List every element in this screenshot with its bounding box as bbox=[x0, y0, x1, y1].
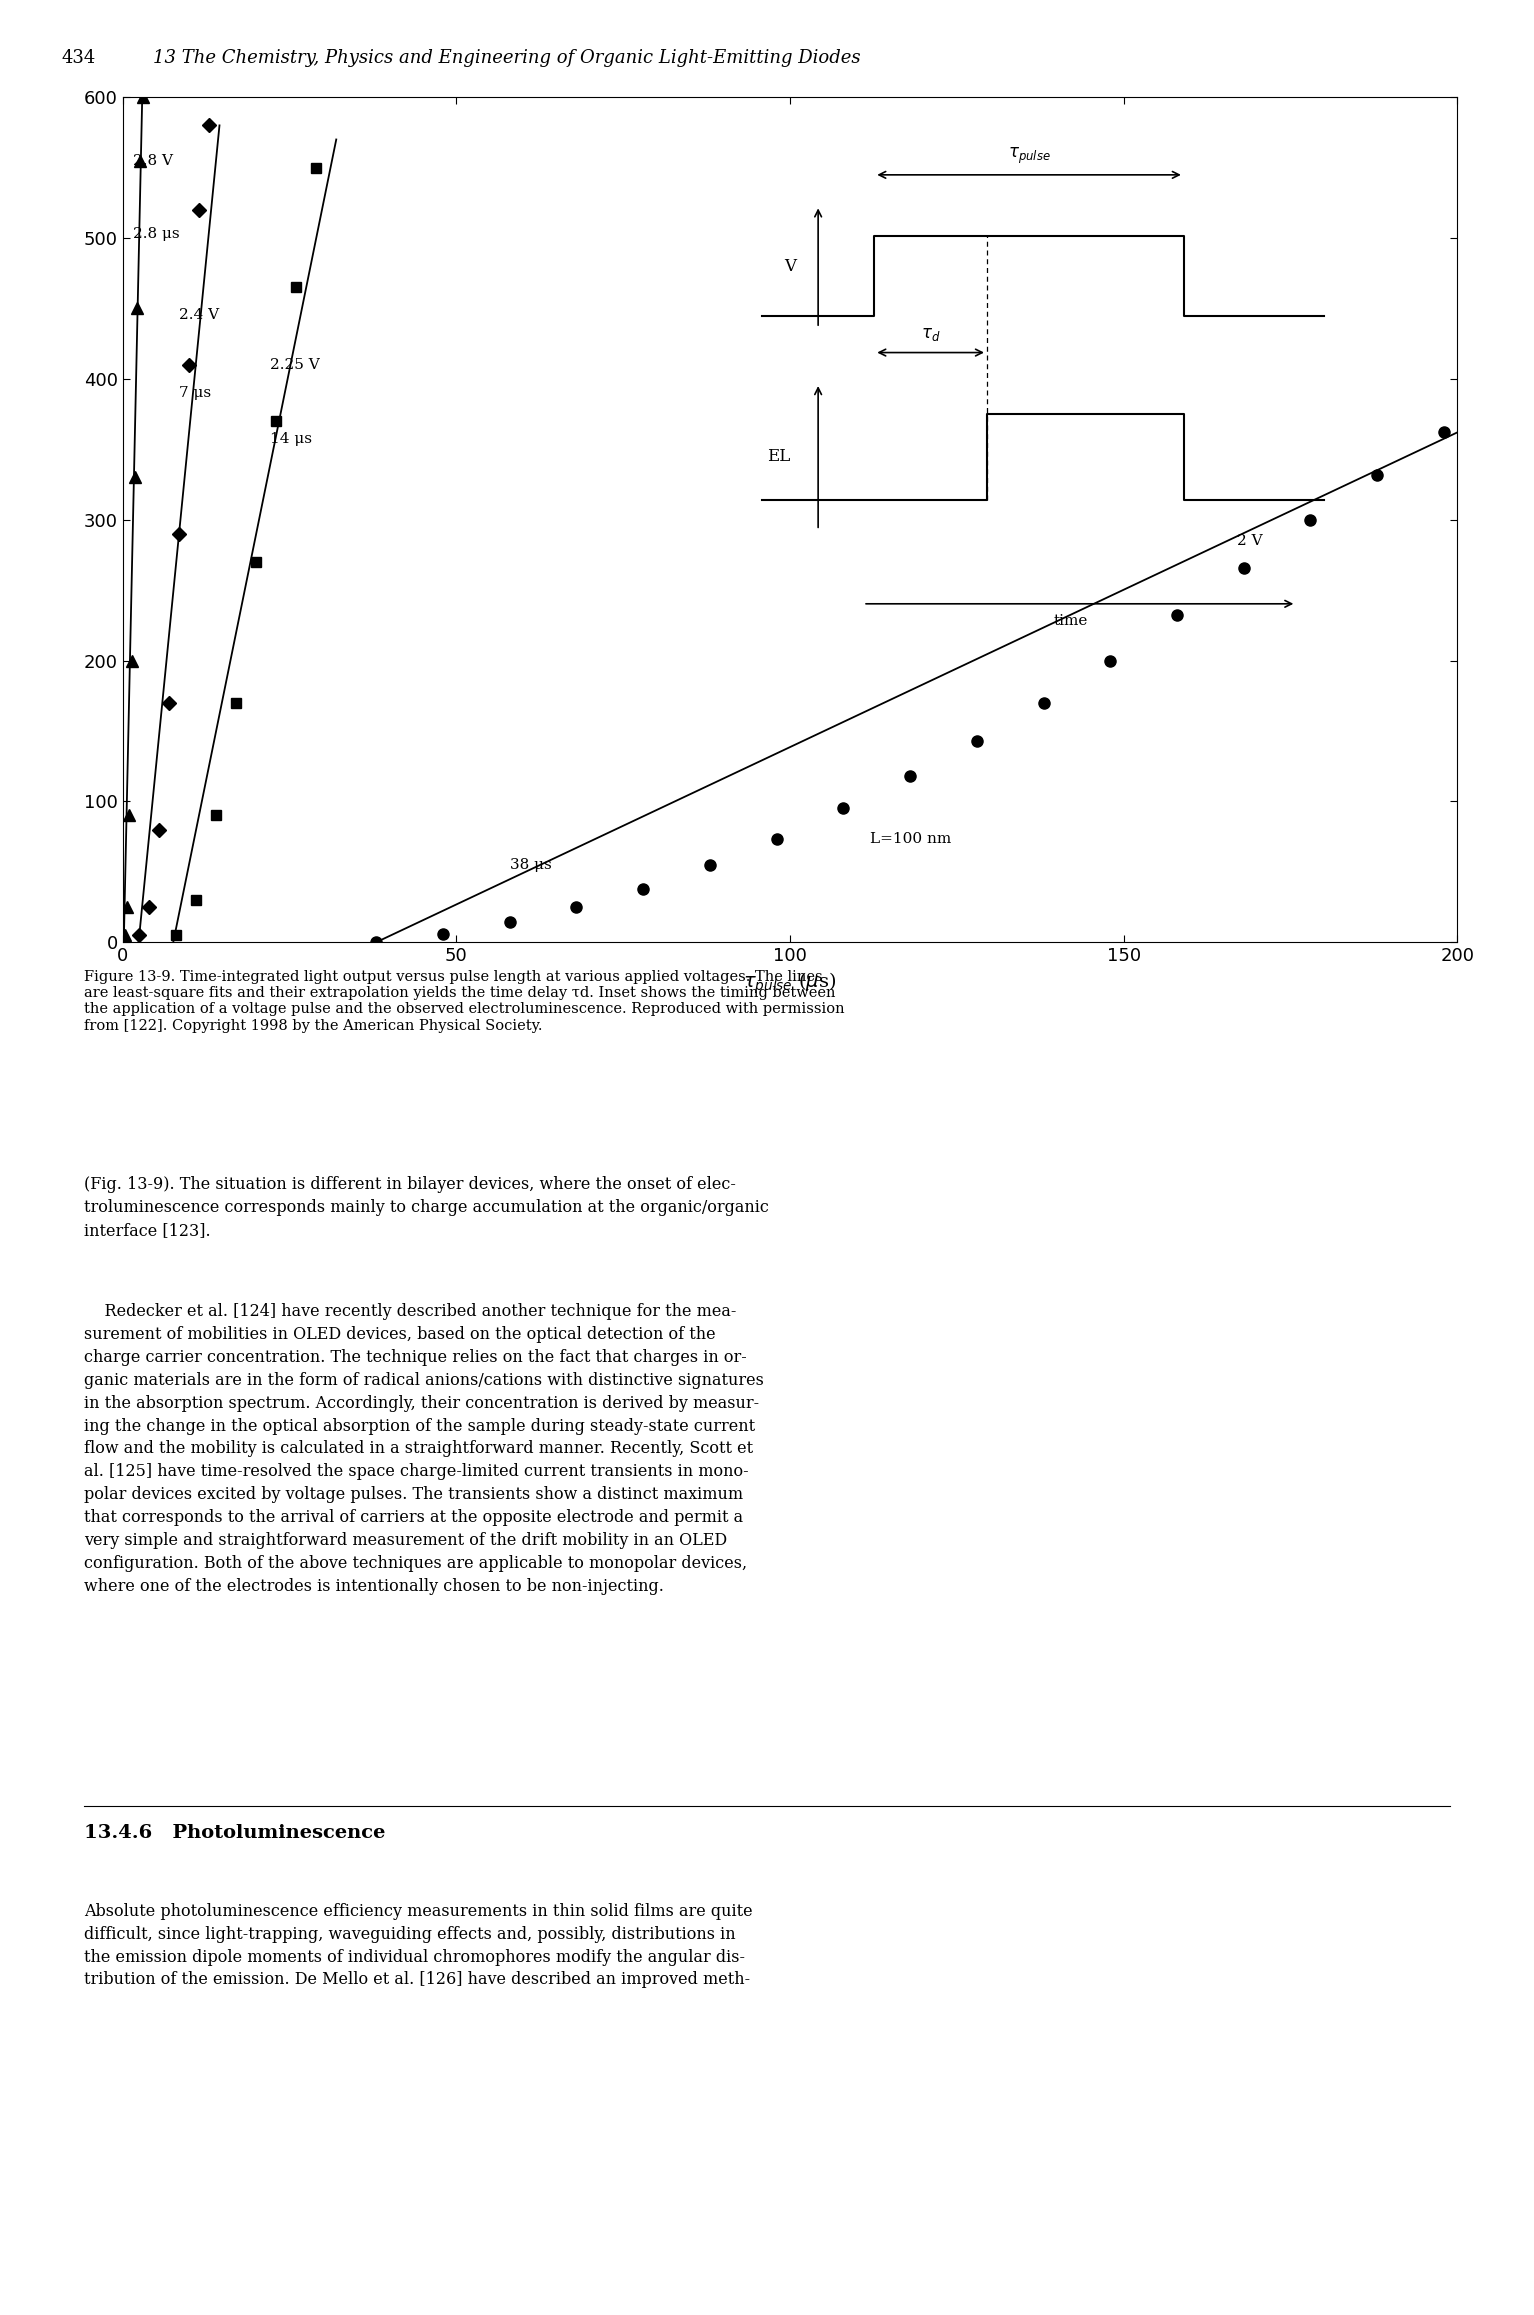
Text: EL: EL bbox=[767, 449, 790, 465]
Text: 13.4.6   Photoluminescence: 13.4.6 Photoluminescence bbox=[84, 1824, 385, 1843]
Text: L=100 nm: L=100 nm bbox=[870, 833, 951, 847]
Text: 2.8 V: 2.8 V bbox=[133, 153, 173, 167]
Text: 13 The Chemistry, Physics and Engineering of Organic Light-Emitting Diodes: 13 The Chemistry, Physics and Engineerin… bbox=[153, 49, 861, 67]
Text: 7 μs: 7 μs bbox=[179, 387, 212, 400]
Text: 38 μs: 38 μs bbox=[509, 859, 552, 873]
Text: Absolute photoluminescence efficiency measurements in thin solid films are quite: Absolute photoluminescence efficiency me… bbox=[84, 1903, 753, 1989]
Text: 2.8 μs: 2.8 μs bbox=[133, 227, 179, 241]
Text: 2.4 V: 2.4 V bbox=[179, 308, 219, 322]
Text: Figure 13-9. Time-integrated light output versus pulse length at various applied: Figure 13-9. Time-integrated light outpu… bbox=[84, 970, 845, 1032]
Text: $\tau_{pulse}$: $\tau_{pulse}$ bbox=[1008, 146, 1051, 167]
Text: 2.25 V: 2.25 V bbox=[270, 359, 319, 373]
Text: Redecker et al. [124] have recently described another technique for the mea-
sur: Redecker et al. [124] have recently desc… bbox=[84, 1303, 764, 1595]
Text: 14 μs: 14 μs bbox=[270, 433, 311, 447]
X-axis label: $\tau_{pulse}$ ($\mu$s): $\tau_{pulse}$ ($\mu$s) bbox=[744, 970, 836, 995]
Text: $\tau_d$: $\tau_d$ bbox=[920, 326, 940, 343]
Text: time: time bbox=[1054, 613, 1089, 627]
Text: (Fig. 13-9). The situation is different in bilayer devices, where the onset of e: (Fig. 13-9). The situation is different … bbox=[84, 1176, 769, 1239]
Text: V: V bbox=[784, 259, 796, 275]
Text: 434: 434 bbox=[61, 49, 95, 67]
Text: 2 V: 2 V bbox=[1236, 535, 1262, 549]
